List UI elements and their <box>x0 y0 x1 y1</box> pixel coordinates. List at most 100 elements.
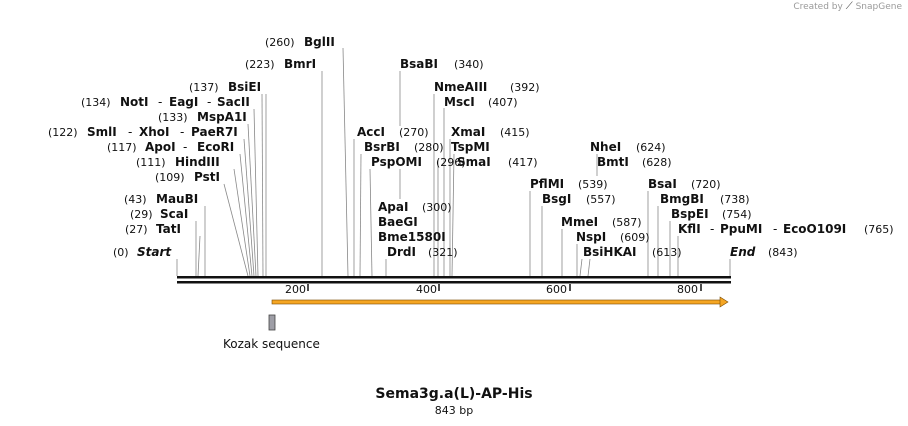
start-position: (0) <box>113 246 129 259</box>
site-name-bsai[interactable]: BsaI <box>648 177 677 191</box>
site-pos-bsrbi: (280) <box>414 141 444 154</box>
ruler <box>307 284 702 291</box>
site-name-bmri[interactable]: BmrI <box>284 57 316 71</box>
site-pos-kfli: (765) <box>864 223 894 236</box>
site-pos-xmai: (415) <box>500 126 530 139</box>
leader-line <box>247 123 257 277</box>
site-pos-bsgi: (557) <box>586 193 616 206</box>
leader-line <box>369 168 373 277</box>
site-pos-apai: (300) <box>422 201 452 214</box>
dna-backbone <box>177 276 731 284</box>
site-pos-nspi: (609) <box>620 231 650 244</box>
site-pos-psti: (109) <box>155 171 185 184</box>
backbone-bottom-strand <box>177 281 731 284</box>
leader-line <box>243 138 255 277</box>
site-pos-acci: (270) <box>399 126 429 139</box>
site-pos-apoi: (117) <box>107 141 137 154</box>
site-name-noti[interactable]: NotI <box>120 95 149 109</box>
site-name-nspi[interactable]: NspI <box>576 230 606 244</box>
site-name-drdi[interactable]: DrdI <box>387 245 416 259</box>
backbone-top-strand <box>177 276 731 279</box>
feature-label-kozak: Kozak sequence <box>223 337 320 351</box>
site-name-nhei[interactable]: NheI <box>590 140 621 154</box>
site-pos-bspei: (754) <box>722 208 752 221</box>
site-name-ecoo109i[interactable]: EcoO109I <box>783 222 846 236</box>
ruler-label-600: 600 <box>546 283 567 296</box>
site-name-mspa1i[interactable]: MspA1I <box>197 110 247 124</box>
site-name-maubi[interactable]: MauBI <box>156 192 198 206</box>
site-name-nmeaiii[interactable]: NmeAIII <box>434 80 487 94</box>
site-pos-mspa1i: (133) <box>158 111 188 124</box>
leader-line <box>342 47 349 277</box>
site-name-acci[interactable]: AccI <box>357 125 385 139</box>
leader-line <box>223 183 249 277</box>
site-name-bsrbi[interactable]: BsrBI <box>364 140 400 154</box>
site-name-paer7i[interactable]: PaeR7I <box>191 125 238 139</box>
site-name-bme1580i[interactable]: Bme1580I <box>378 230 446 244</box>
credit-brand: SnapGene <box>855 2 902 12</box>
site-name-smli[interactable]: SmlI <box>87 125 117 139</box>
site-name-sacii[interactable]: SacII <box>217 95 250 109</box>
site-name-bmgbi[interactable]: BmgBI <box>660 192 704 206</box>
site-name-bsabi[interactable]: BsaBI <box>400 57 438 71</box>
site-name-baegi[interactable]: BaeGI <box>378 215 418 229</box>
site-pos-msci: (407) <box>488 96 518 109</box>
site-name-ppumi[interactable]: PpuMI <box>720 222 762 236</box>
leader-line <box>451 153 455 277</box>
site-pos-bsihkai: (613) <box>652 246 682 259</box>
site-name-apai[interactable]: ApaI <box>378 200 408 214</box>
site-name-pspomi[interactable]: PspOMI <box>371 155 422 169</box>
site-pos-nhei: (624) <box>636 141 666 154</box>
orf-arrow[interactable] <box>271 296 729 308</box>
site-name-xhoi[interactable]: XhoI <box>139 125 170 139</box>
site-separator: - <box>158 95 162 109</box>
site-name-eagi[interactable]: EagI <box>169 95 198 109</box>
site-name-msci[interactable]: MscI <box>444 95 475 109</box>
site-name-kfli[interactable]: KflI <box>678 222 701 236</box>
site-name-xmai[interactable]: XmaI <box>451 125 485 139</box>
site-pos-hindiii: (111) <box>136 156 166 169</box>
site-name-pflmi[interactable]: PflMI <box>530 177 564 191</box>
kozak-feature-box[interactable] <box>268 314 276 331</box>
ruler-label-200: 200 <box>285 283 306 296</box>
site-name-apoi[interactable]: ApoI <box>145 140 176 154</box>
site-name-tspmi[interactable]: TspMI <box>451 140 490 154</box>
site-pos-bsiei: (137) <box>189 81 219 94</box>
site-pos-bmti: (628) <box>642 156 672 169</box>
site-separator: - <box>710 222 714 236</box>
site-name-bspei[interactable]: BspEI <box>671 207 709 221</box>
leader-line <box>261 93 264 277</box>
leader-line <box>233 168 251 277</box>
site-pos-bmri: (223) <box>245 58 275 71</box>
site-name-bsgi[interactable]: BsgI <box>542 192 571 206</box>
site-name-psti[interactable]: PstI <box>194 170 220 184</box>
site-name-bsihkai[interactable]: BsiHKAI <box>583 245 637 259</box>
site-pos-drdi: (321) <box>428 246 458 259</box>
site-pos-scai: (29) <box>130 208 153 221</box>
site-pos-maubi: (43) <box>124 193 147 206</box>
site-pos-nmeaiii: (392) <box>510 81 540 94</box>
end-position: (843) <box>768 246 798 259</box>
site-pos-bglii: (260) <box>265 36 295 49</box>
site-name-bsiei[interactable]: BsiEI <box>228 80 261 94</box>
site-separator: - <box>128 125 132 139</box>
site-name-scai[interactable]: ScaI <box>160 207 188 221</box>
ruler-label-800: 800 <box>677 283 698 296</box>
site-name-hindiii[interactable]: HindIII <box>175 155 220 169</box>
site-name-smai[interactable]: SmaI <box>457 155 491 169</box>
site-name-taii[interactable]: TatI <box>156 222 181 236</box>
ruler-label-400: 400 <box>416 283 437 296</box>
snapgene-credit: Created by ⟋ SnapGene <box>793 1 902 12</box>
site-pos-pflmi: (539) <box>578 178 608 191</box>
orf-arrowhead <box>719 296 729 308</box>
site-name-bmti[interactable]: BmtI <box>597 155 629 169</box>
site-separator: - <box>773 222 777 236</box>
start-label: Start <box>137 245 172 259</box>
site-name-bglii[interactable]: BglII <box>304 35 335 49</box>
leader-line <box>197 235 201 277</box>
leader-line <box>587 258 591 277</box>
site-name-mmei[interactable]: MmeI <box>561 215 598 229</box>
site-separator: - <box>180 125 184 139</box>
site-pos-mmei: (587) <box>612 216 642 229</box>
site-name-ecori[interactable]: EcoRI <box>197 140 234 154</box>
